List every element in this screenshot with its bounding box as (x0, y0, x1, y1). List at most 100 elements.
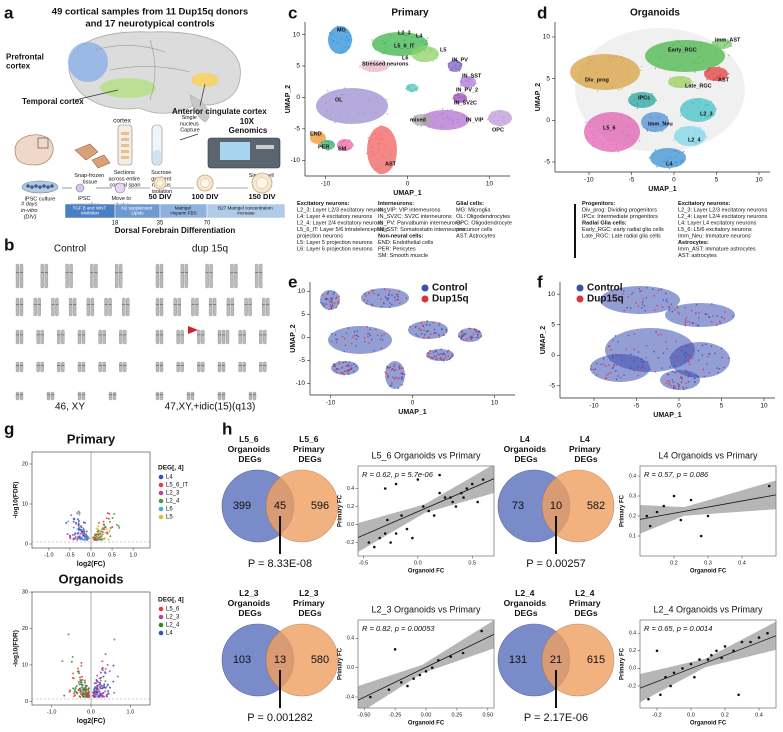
chromosome (159, 297, 164, 317)
decorative-point (77, 518, 80, 521)
decorative-point (113, 638, 116, 641)
cell-dot (415, 333, 417, 336)
cell-dot (329, 305, 332, 307)
cell-dot (355, 334, 358, 336)
cell-dot (678, 41, 681, 43)
chromosome (159, 329, 164, 345)
cell-dot (706, 70, 709, 73)
cell (34, 184, 38, 188)
decorative-point (102, 675, 105, 678)
cell-dot (393, 365, 396, 367)
legend-label: L5_6 (166, 607, 180, 613)
decorative-point (96, 674, 99, 677)
cell-dot (697, 349, 700, 352)
cell-dot (407, 84, 410, 87)
cell-dot (420, 125, 423, 127)
legend-swatch (158, 630, 164, 636)
cell-dot (331, 301, 333, 304)
cell-dot (384, 296, 387, 298)
cell-dot (682, 49, 684, 51)
cell-dot (585, 121, 587, 124)
cell-dot (602, 65, 604, 68)
cell-dot (592, 141, 594, 143)
cell-dot (347, 373, 350, 375)
chromosome (44, 263, 48, 289)
cell-dot (364, 67, 366, 69)
y-tick-label: 0.0 (347, 522, 354, 528)
x-tick-label: 1.0 (129, 552, 137, 558)
cell-dot (336, 146, 339, 148)
cell-dot (416, 114, 419, 117)
cell-dot (455, 99, 457, 102)
decorative-point (112, 680, 115, 683)
cell-dot (636, 102, 638, 105)
cell-dot (667, 161, 670, 163)
cell-dot (667, 373, 670, 376)
cell-dot (396, 295, 399, 298)
legend-title: DEG[, 4] (158, 597, 184, 604)
cell-dot (712, 77, 714, 79)
cell-dot (463, 333, 466, 335)
cell-dot (632, 291, 634, 294)
decorative-point (65, 521, 68, 524)
scatter-point (655, 510, 659, 514)
cell-dot (661, 130, 664, 132)
cluster-label: IPCs (638, 95, 650, 101)
decorative-point (108, 670, 111, 673)
cell-dot (443, 353, 446, 355)
chromosome (212, 297, 217, 317)
cell-dot (330, 340, 333, 343)
cell-dot (371, 303, 373, 306)
brain-sulcus (149, 39, 156, 101)
scatter-point (766, 631, 769, 635)
decorative-point (97, 688, 100, 691)
decorative-point (104, 526, 107, 529)
decorative-point (118, 526, 121, 529)
cell-dot (695, 374, 697, 377)
cell-dot (428, 352, 431, 355)
cell-dot (723, 38, 726, 40)
chromosome (81, 391, 86, 401)
cell-dot (379, 338, 381, 340)
cell-dot (656, 166, 658, 168)
cell-dot (718, 74, 720, 77)
cell-dot (612, 56, 615, 58)
cell-dot (312, 134, 314, 137)
cell-dot (427, 115, 430, 117)
cell-dot (448, 349, 450, 352)
scatter-point (462, 496, 465, 499)
decorative-point (81, 536, 84, 539)
cell-dot (661, 367, 663, 369)
x-axis-label: UMAP_1 (653, 412, 682, 419)
cell-dot (424, 43, 426, 45)
sample-box (37, 137, 49, 149)
legend-heading: Astrocytes: (678, 240, 709, 246)
scatter-point (424, 670, 428, 673)
venn-count: 103 (233, 654, 251, 666)
scatter-point (438, 473, 441, 477)
cell-dot (626, 306, 628, 309)
tissue-section (121, 156, 129, 159)
cell-dot (371, 289, 374, 292)
scatter-point (715, 649, 718, 653)
cell-dot (717, 76, 720, 78)
cell-dot (486, 118, 489, 121)
legend-swatch (158, 498, 164, 504)
chromosome (15, 297, 20, 317)
region-label: Temporal cortex (22, 97, 84, 106)
cell-dot (671, 163, 674, 166)
cell-dot (335, 52, 337, 54)
cell-dot (627, 334, 630, 337)
cell-dot (454, 59, 456, 61)
scatter-point (412, 677, 415, 680)
cell-dot (333, 363, 336, 366)
scatter-point (387, 688, 391, 691)
cell-dot (440, 125, 442, 128)
cell-dot (335, 338, 337, 340)
cell-dot (461, 96, 464, 99)
scatter-point (740, 640, 744, 644)
cell-dot (328, 144, 331, 146)
cell-dot (322, 95, 325, 98)
day-label: 18 (112, 221, 119, 227)
cell-dot (341, 52, 343, 54)
